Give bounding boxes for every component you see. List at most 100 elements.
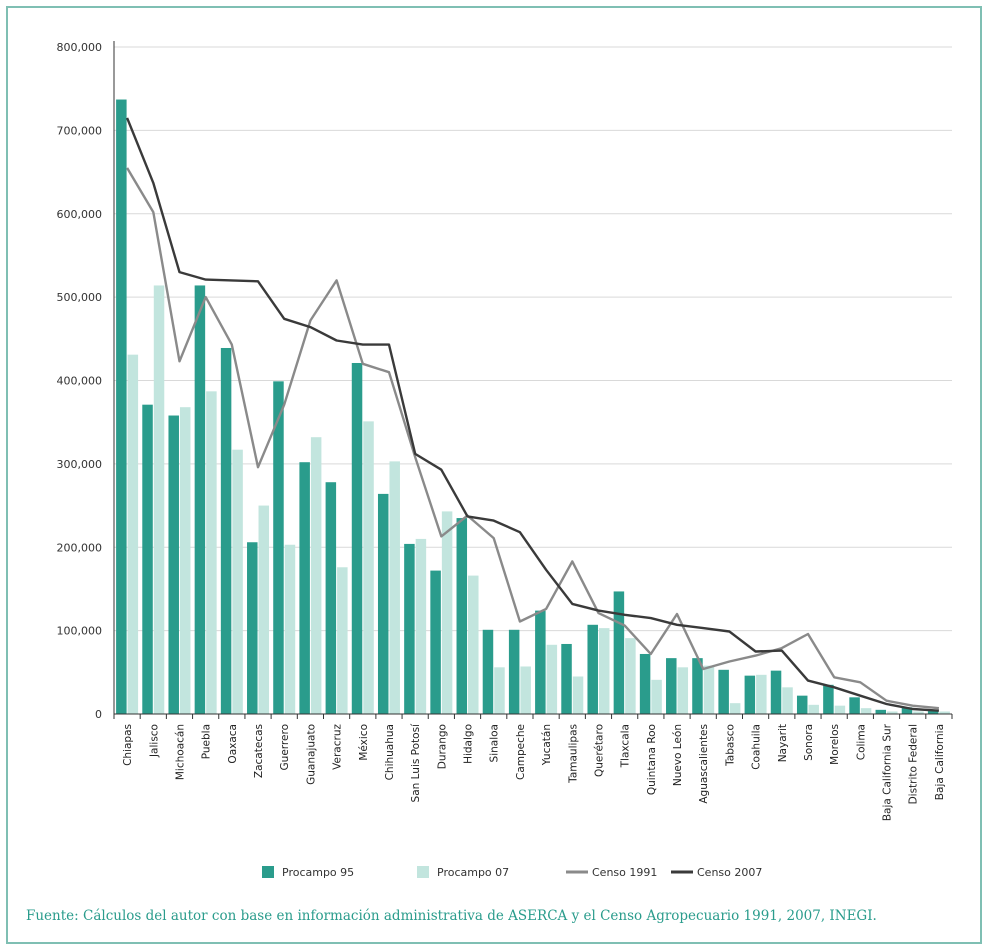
y-tick-label: 400,000: [57, 375, 103, 388]
x-tick-label: Nayarit: [777, 724, 789, 762]
line-censo-2007: [125, 117, 939, 712]
bar-procampo-07: [677, 667, 689, 714]
bar-procampo-95: [849, 697, 860, 714]
x-tick-label: Tamaulipas: [567, 724, 579, 784]
legend: Procampo 95 Procampo 07 Censo 1991 Censo 20…: [262, 866, 762, 879]
x-tick-label: Durango: [436, 724, 448, 769]
bar-procampo-07: [887, 711, 898, 714]
bar-procampo-07: [232, 449, 243, 714]
x-tick-label: Zacatecas: [253, 724, 265, 778]
bar-procampo-95: [142, 404, 153, 714]
legend-label: Censo 2007: [697, 866, 762, 879]
x-tick-label: México: [358, 724, 370, 761]
bar-procampo-07: [206, 391, 217, 714]
bar-procampo-07: [284, 544, 296, 714]
x-tick-label: Nuevo León: [672, 724, 684, 786]
bar-procampo-07: [860, 708, 872, 714]
x-tick-label: Hidalgo: [463, 724, 475, 764]
bar-procampo-95: [247, 542, 258, 714]
x-tick-label: Distrito Federal: [908, 724, 920, 804]
bar-procampo-07: [337, 567, 348, 714]
y-tick-label: 800,000: [57, 41, 103, 54]
bar-procampo-95: [194, 285, 206, 714]
x-tick-label: Aguascalientes: [698, 724, 710, 804]
bar-procampo-07: [363, 421, 374, 714]
y-tick-label: 0: [95, 708, 102, 721]
x-tick-label: Coahuila: [751, 724, 763, 770]
x-tick-label: Tabasco: [724, 724, 736, 767]
y-tick-label: 100,000: [57, 625, 103, 638]
bar-procampo-07: [520, 666, 531, 714]
x-tick-label: Baja California Sur: [882, 723, 894, 821]
legend-label: Procampo 95: [282, 866, 354, 879]
bars: [116, 99, 950, 715]
x-tick-label: Veracruz: [332, 724, 344, 770]
line-censo-1991: [126, 167, 940, 710]
x-tick-label: Puebla: [201, 724, 213, 759]
bar-procampo-95: [823, 684, 834, 714]
bar-procampo-95: [718, 669, 729, 714]
bar-procampo-95: [220, 347, 232, 714]
x-tick-label: Guerrero: [279, 724, 291, 770]
bar-procampo-07: [153, 285, 165, 714]
bar-procampo-95: [456, 518, 468, 714]
bar-procampo-07: [441, 511, 453, 714]
x-tick-label: Baja California: [934, 724, 946, 800]
bar-procampo-07: [179, 407, 191, 714]
bar-procampo-95: [508, 629, 520, 714]
x-tick-label: Sinaloa: [489, 724, 501, 762]
legend-label: Censo 1991: [592, 866, 657, 879]
bar-procampo-07: [494, 667, 505, 714]
x-tick-label: Chihuahua: [384, 724, 396, 780]
bar-procampo-07: [310, 437, 322, 714]
bar-procampo-07: [546, 644, 558, 714]
bar-procampo-95: [692, 658, 703, 714]
x-tick-label: Querétaro: [593, 724, 605, 777]
x-tick-label: Tlaxcala: [620, 724, 632, 768]
bar-procampo-95: [639, 653, 651, 714]
bar-procampo-95: [535, 610, 546, 714]
y-tick-label: 300,000: [57, 458, 103, 471]
bar-procampo-95: [561, 643, 572, 714]
y-tick-label: 700,000: [57, 124, 103, 137]
bar-procampo-95: [770, 670, 782, 714]
bar-procampo-07: [756, 674, 767, 714]
axes: [113, 41, 953, 719]
y-tick-label: 600,000: [57, 208, 103, 221]
legend-swatch: [417, 866, 429, 878]
bar-procampo-07: [939, 711, 950, 714]
x-tick-label: San Luis Potosí: [410, 723, 422, 803]
bar-procampo-95: [377, 493, 389, 714]
y-tick-label: 500,000: [57, 291, 103, 304]
bar-procampo-07: [598, 628, 610, 714]
x-tick-label: Yucatán: [541, 724, 553, 766]
bar-procampo-07: [625, 638, 636, 714]
bar-procampo-07: [415, 538, 427, 714]
bar-procampo-95: [273, 381, 284, 714]
bar-procampo-95: [325, 482, 337, 714]
bar-procampo-95: [796, 695, 808, 714]
y-axis-ticks: 0 100,000 200,000 300,000 400,000 500,000 600,…: [57, 41, 103, 721]
x-tick-label: Morelos: [829, 724, 841, 765]
bar-procampo-95: [927, 709, 939, 714]
bar-procampo-07: [572, 676, 584, 714]
bar-procampo-95: [875, 709, 887, 714]
bar-procampo-07: [913, 711, 924, 714]
bar-procampo-95: [116, 99, 127, 715]
x-tick-label: Guanajuato: [305, 724, 317, 785]
bar-procampo-07: [782, 687, 793, 714]
x-tick-label: Quintana Roo: [646, 724, 658, 795]
x-tick-label: Campeche: [515, 724, 527, 780]
bar-procampo-07: [729, 703, 741, 714]
bar-procampo-95: [299, 462, 310, 714]
legend-swatch: [262, 866, 274, 878]
bar-procampo-07: [389, 461, 400, 714]
x-tick-label: Colima: [855, 724, 867, 760]
x-axis-ticks: Chiapas Jalisco Michoacán Puebla Oaxaca Zacat…: [122, 723, 946, 821]
x-tick-label: Michoacán: [174, 724, 186, 780]
y-tick-label: 200,000: [57, 541, 103, 554]
x-tick-label: Chiapas: [122, 724, 134, 766]
bar-procampo-95: [430, 570, 441, 714]
legend-label: Procampo 07: [437, 866, 509, 879]
